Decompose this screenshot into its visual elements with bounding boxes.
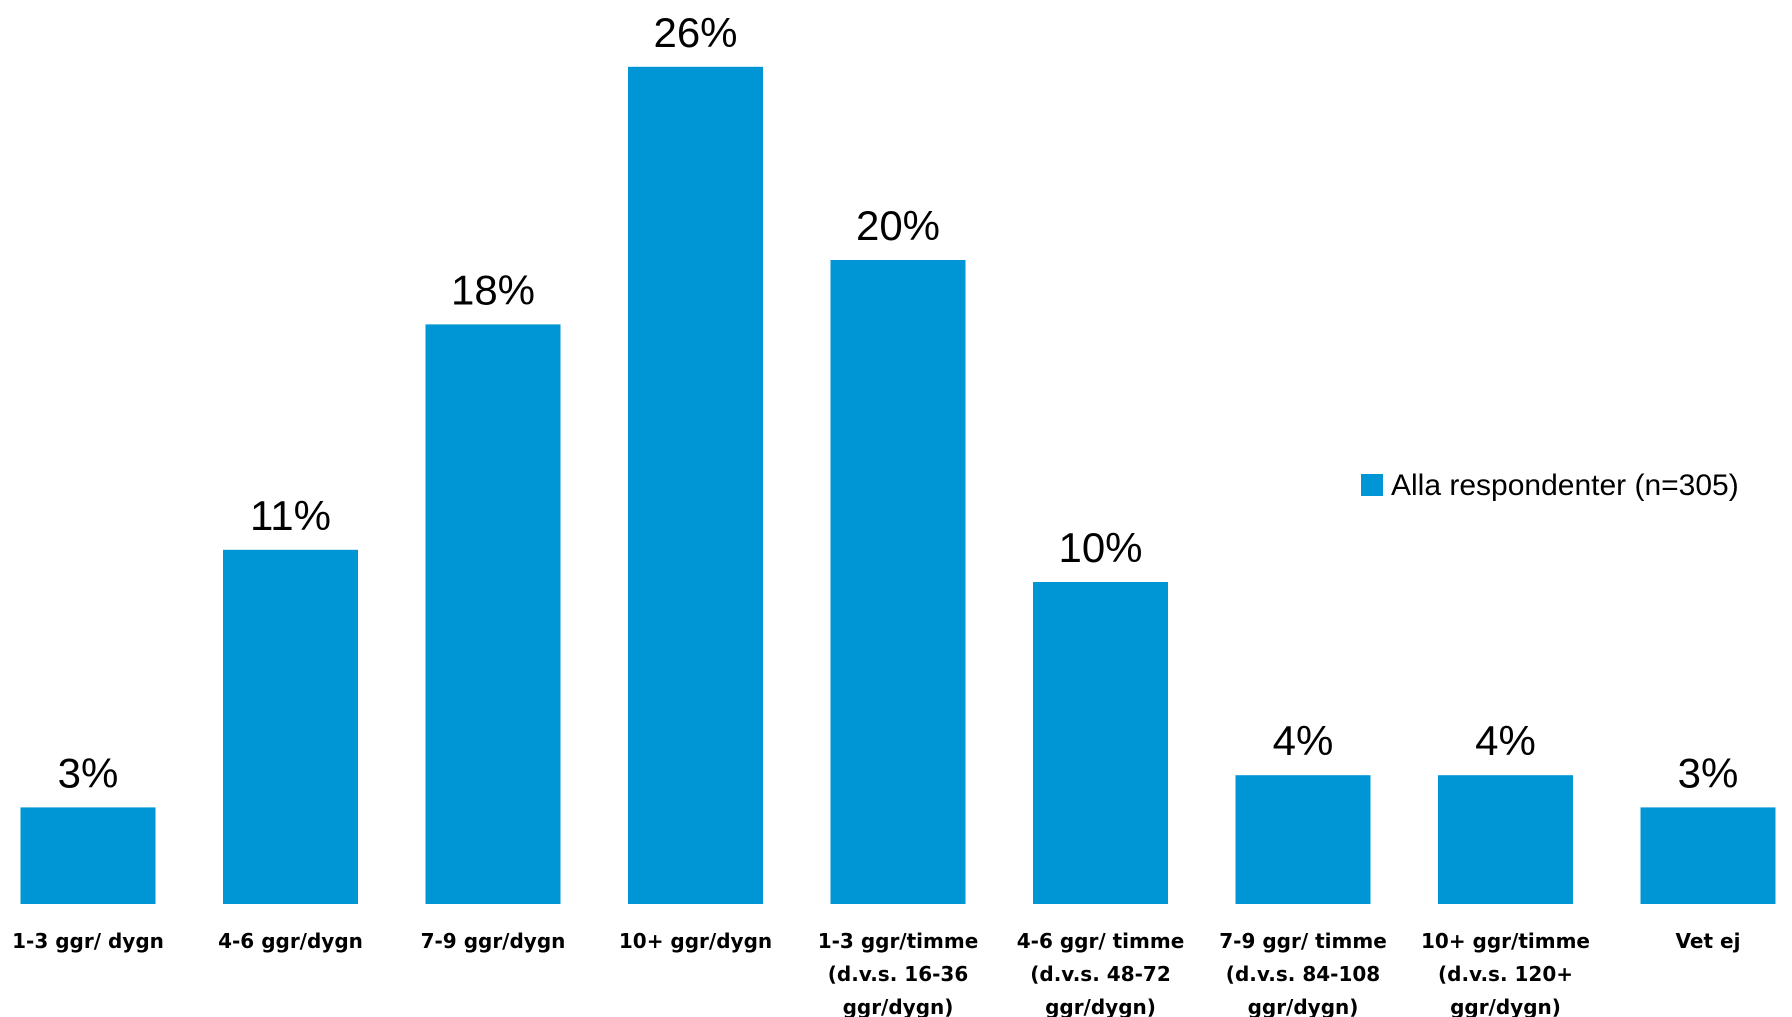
category-label: 1-3 ggr/timme [818, 929, 979, 953]
bar [1438, 775, 1573, 904]
category-label: Vet ej [1676, 929, 1741, 953]
bar-value-label: 10% [1058, 524, 1142, 571]
category-label: ggr/dygn) [843, 995, 954, 1017]
category-label: ggr/dygn) [1450, 995, 1561, 1017]
category-label: (d.v.s. 48-72 [1030, 962, 1171, 986]
category-label: (d.v.s. 84-108 [1226, 962, 1380, 986]
category-label: ggr/dygn) [1045, 995, 1156, 1017]
bar [1033, 582, 1168, 904]
category-label: 4-6 ggr/dygn [218, 929, 363, 953]
category-label: ggr/dygn) [1248, 995, 1359, 1017]
bar-value-label: 3% [58, 749, 119, 796]
legend-swatch [1361, 474, 1383, 496]
category-label: 7-9 ggr/dygn [421, 929, 566, 953]
category-labels-group: 1-3 ggr/ dygn 4-6 ggr/dygn 7-9 ggr/dygn 10+… [12, 929, 1740, 1017]
bar [223, 550, 358, 904]
category-label: 1-3 ggr/ dygn [12, 929, 164, 953]
bar [628, 67, 763, 904]
bar [21, 807, 156, 904]
bar-value-label: 20% [856, 202, 940, 249]
legend-label: Alla respondenter (n=305) [1391, 469, 1739, 502]
bar [1641, 807, 1776, 904]
bar [426, 324, 561, 904]
category-label: 10+ ggr/dygn [619, 929, 772, 953]
category-label: (d.v.s. 120+ [1438, 962, 1573, 986]
bar-value-label: 26% [653, 9, 737, 56]
bar-value-label: 18% [451, 266, 535, 313]
category-label: (d.v.s. 16-36 [828, 962, 969, 986]
bar-value-label: 4% [1273, 717, 1334, 764]
category-label: 10+ ggr/timme [1421, 929, 1590, 953]
bar [1236, 775, 1371, 904]
bar-value-label: 4% [1475, 717, 1536, 764]
legend: Alla respondenter (n=305) [1361, 469, 1739, 502]
bar-value-label: 3% [1678, 749, 1739, 796]
category-label: 7-9 ggr/ timme [1219, 929, 1387, 953]
category-label: 4-6 ggr/ timme [1017, 929, 1185, 953]
bar [831, 260, 966, 904]
bar-value-label: 11% [250, 492, 331, 539]
